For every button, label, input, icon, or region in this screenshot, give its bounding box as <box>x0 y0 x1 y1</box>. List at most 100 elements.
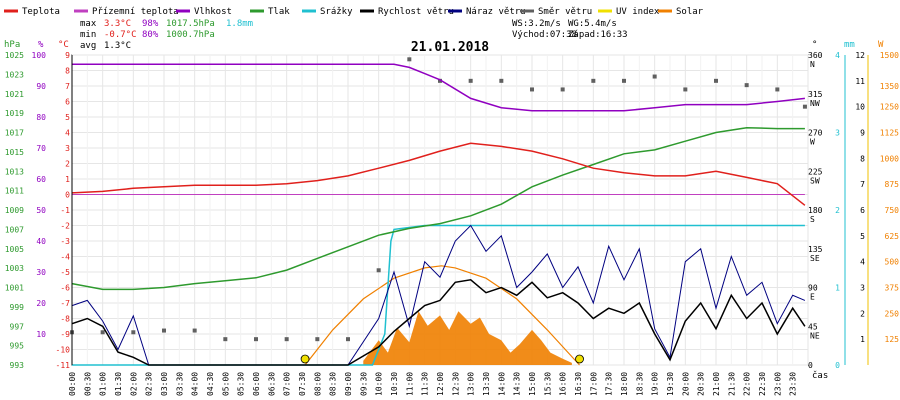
wind-dir-point <box>192 328 197 333</box>
solar-theoretical-line <box>304 265 580 366</box>
temp-tick-label: -4 <box>60 253 70 262</box>
legend-label-9: Solar <box>676 7 704 17</box>
ms-tick-label: 12 <box>855 51 865 60</box>
hpa-tick-label: 1011 <box>5 187 24 196</box>
temp-tick-label: 2 <box>65 160 70 169</box>
dir-name-label: N <box>810 60 815 69</box>
dir-tick-label: 0 <box>808 361 813 370</box>
wind-direction-series <box>70 57 807 342</box>
time-tick-label: 09:00 <box>344 372 353 396</box>
wind-dir-point <box>591 78 596 83</box>
dir-name-label: NE <box>810 331 820 340</box>
temp-tick-label: 7 <box>65 82 70 91</box>
time-tick-label: 02:00 <box>129 372 138 396</box>
hpa-tick-label: 1015 <box>5 148 24 157</box>
chart-title: 21.01.2018 <box>411 40 489 55</box>
temp-tick-label: 0 <box>65 191 70 200</box>
wind-dir-point <box>162 328 166 333</box>
time-tick-label: 01:30 <box>114 372 123 396</box>
hpa-tick-label: 1007 <box>5 225 24 234</box>
ms-tick-label: 9 <box>860 129 865 138</box>
wind-dir-point <box>775 87 780 92</box>
mm-tick-label: 4 <box>835 51 840 60</box>
wind-dir-point <box>714 78 718 83</box>
hpa-tick-label: 1019 <box>5 109 24 118</box>
time-tick-label: 14:00 <box>497 372 506 396</box>
stat-min-label: min <box>80 30 96 40</box>
ms-tick-label: 3 <box>860 284 865 293</box>
legend-label-7: Směr větru <box>538 7 592 17</box>
hum-tick-label: 20 <box>36 299 46 308</box>
temp-tick-label: -8 <box>60 315 70 324</box>
wind-dir-point <box>131 330 136 335</box>
legend-label-2: Vlhkost <box>194 7 232 17</box>
stat-sunset: Západ:16:33 <box>568 30 628 40</box>
time-tick-label: 17:30 <box>605 372 614 396</box>
unit-w: W <box>878 40 884 50</box>
time-tick-label: 23:00 <box>773 372 782 396</box>
unit-temp: °C <box>58 40 69 50</box>
time-tick-label: 04:00 <box>191 372 200 396</box>
legend-label-6: Náraz větru <box>466 7 526 17</box>
unit-hpa: hPa <box>4 40 20 50</box>
hum-tick-label: 90 <box>36 82 46 91</box>
w-tick-label: 1000 <box>880 154 899 163</box>
ms-tick-label: 10 <box>855 103 865 112</box>
ms-tick-label: 2 <box>860 309 865 318</box>
time-tick-label: 15:30 <box>543 372 552 396</box>
time-tick-label: 22:30 <box>758 372 767 396</box>
hum-tick-label: 10 <box>36 330 46 339</box>
stats-block: max 3.3°C 98% 1017.5hPa 1.8mm min -0.7°C… <box>80 19 628 51</box>
hpa-tick-label: 993 <box>10 361 25 370</box>
stat-wg: WG:5.4m/s <box>568 19 617 29</box>
time-tick-label: 18:00 <box>620 372 629 396</box>
hpa-tick-label: 1023 <box>5 70 24 79</box>
legend-label-3: Tlak <box>268 7 290 17</box>
temp-tick-label: 4 <box>65 129 70 138</box>
wind-dir-point <box>438 78 442 83</box>
dir-tick-label: 90 <box>808 284 818 293</box>
wind-dir-point <box>802 104 807 109</box>
dir-tick-label: 315 <box>808 90 823 99</box>
w-tick-label: 875 <box>885 180 900 189</box>
dir-name-label: SW <box>810 176 820 185</box>
hum-tick-label: 60 <box>36 175 46 184</box>
time-tick-label: 19:30 <box>666 372 675 396</box>
time-tick-label: 13:30 <box>482 372 491 396</box>
stat-sunrise: Východ:07:38 <box>512 30 577 40</box>
dir-tick-label: 270 <box>808 129 823 138</box>
time-tick-label: 16:30 <box>574 372 583 396</box>
series-line <box>72 63 805 112</box>
stat-avg-label: avg <box>80 41 96 51</box>
time-tick-label: 21:00 <box>712 372 721 396</box>
hum-tick-label: 100 <box>32 51 47 60</box>
wind-dir-point <box>683 87 688 92</box>
wind-dir-point <box>254 337 258 342</box>
stat-min-hum: 80% <box>142 30 159 40</box>
stat-min-temp: -0.7°C <box>104 30 137 40</box>
legend-label-5: Rychlost větru <box>378 7 454 17</box>
w-tick-label: 625 <box>885 232 900 241</box>
temp-tick-label: -6 <box>60 284 70 293</box>
dir-tick-label: 135 <box>808 245 823 254</box>
uv-index-point <box>300 354 310 364</box>
time-tick-label: 11:00 <box>405 372 414 396</box>
series-line <box>71 126 805 291</box>
dir-tick-label: 45 <box>808 322 818 331</box>
time-tick-label: 09:30 <box>359 372 368 396</box>
hpa-tick-label: 997 <box>10 322 25 331</box>
ms-tick-label: 5 <box>860 232 865 241</box>
time-tick-label: 12:30 <box>451 372 460 396</box>
dir-name-label: E <box>810 293 815 302</box>
w-tick-label: 250 <box>885 309 900 318</box>
stat-min-press: 1000.7hPa <box>166 30 215 40</box>
temp-tick-label: -5 <box>60 268 70 277</box>
series-line <box>71 142 806 206</box>
time-tick-label: 14:30 <box>513 372 522 396</box>
ms-tick-label: 4 <box>860 258 865 267</box>
time-tick-label: 15:00 <box>528 372 537 396</box>
wind-dir-point <box>652 74 657 79</box>
time-tick-label: 07:30 <box>298 372 307 396</box>
dir-name-label: NW <box>810 99 820 108</box>
time-tick-label: 05:00 <box>221 372 230 396</box>
